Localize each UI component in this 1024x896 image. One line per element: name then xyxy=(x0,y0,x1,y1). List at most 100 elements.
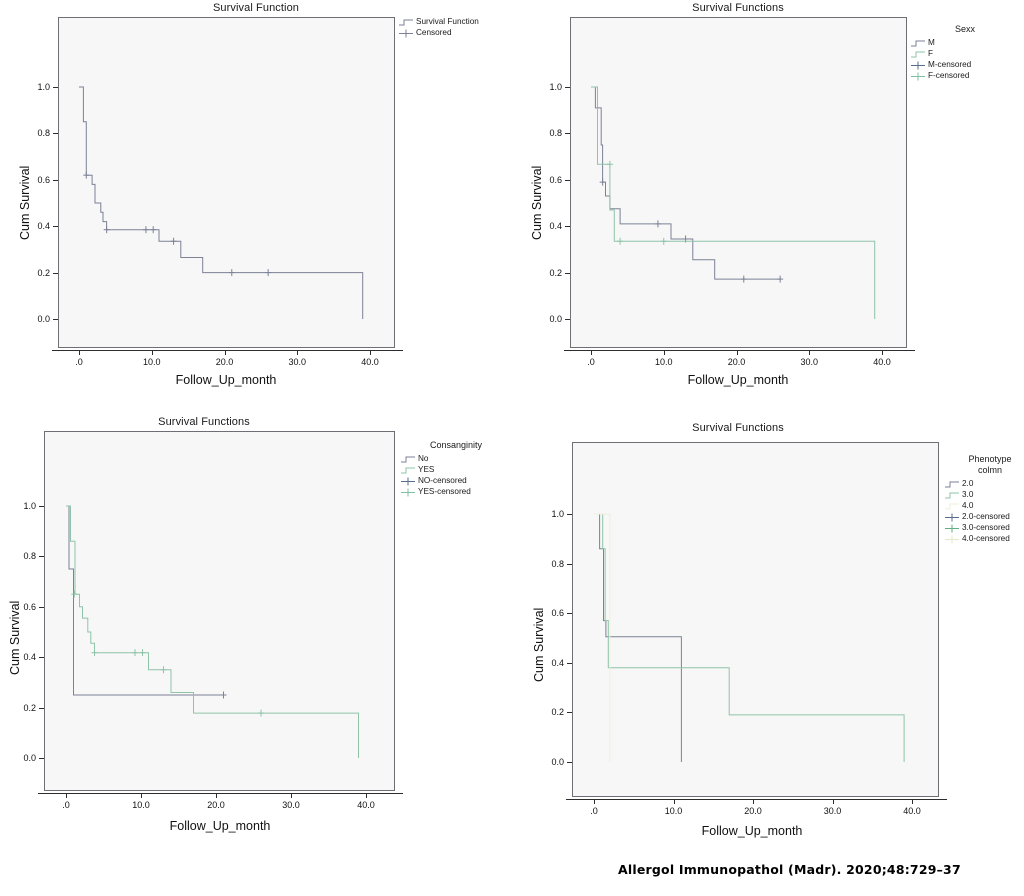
x-tick-mark xyxy=(366,793,367,798)
x-tick-mark xyxy=(370,350,371,355)
legend-censored-icon xyxy=(399,29,413,38)
legend-censored-icon xyxy=(945,524,959,533)
y-tick-label: 1.0 xyxy=(551,509,564,519)
legend-item[interactable]: M-censored xyxy=(910,60,1020,71)
y-tick-label: 0.8 xyxy=(37,128,50,139)
censored-marker xyxy=(220,691,227,699)
y-tick-label: 0.2 xyxy=(549,267,562,278)
x-tick-label: 10.0 xyxy=(142,357,161,367)
x-tick-label: 40.0 xyxy=(903,806,921,816)
x-tick-label: 10.0 xyxy=(654,357,673,367)
x-tick-mark xyxy=(737,350,738,355)
x-tick-mark xyxy=(291,793,292,798)
y-tick-mark xyxy=(567,712,572,713)
x-tick-mark xyxy=(297,350,298,355)
x-tick-mark xyxy=(591,350,592,355)
legend-item[interactable]: YES xyxy=(400,465,512,476)
survival-curves xyxy=(594,513,905,762)
legend-item[interactable]: 2.0 xyxy=(944,479,1024,490)
x-tick-label: 40.0 xyxy=(357,800,375,810)
legend-item[interactable]: F-censored xyxy=(910,71,1020,82)
legend-item[interactable]: YES-censored xyxy=(400,487,512,498)
y-tick-mark xyxy=(565,273,570,274)
y-tick-mark xyxy=(567,762,572,763)
legend-title: Sexx xyxy=(954,24,975,34)
x-tick-label: 30.0 xyxy=(288,357,307,367)
x-axis-line xyxy=(52,350,403,351)
x-tick-mark xyxy=(753,799,754,804)
panel-title: Survival Function xyxy=(212,2,300,14)
legend-censored-icon xyxy=(945,513,959,522)
y-tick-mark xyxy=(39,758,44,759)
panel-title: Survival Functions xyxy=(692,422,784,434)
legend: Phenotype colmn 2.0 3.0 4.0 2.0-censored 3.0-… xyxy=(944,454,1024,545)
x-tick-label: 40.0 xyxy=(361,357,379,367)
y-tick-label: 0.0 xyxy=(37,314,50,324)
panel-survival-by-sex: Survival Functions 0.0 0.2 0.4 0.6 0.8 1.0 .0 1… xyxy=(512,0,1024,400)
y-tick-label: 0.0 xyxy=(549,314,562,324)
x-tick-mark xyxy=(216,793,217,798)
legend-item-label: 3.0 xyxy=(962,489,974,499)
y-tick-label: 0.0 xyxy=(551,757,564,767)
censored-marker xyxy=(91,649,98,657)
legend-item[interactable]: 3.0 xyxy=(944,490,1024,501)
x-tick-label: 20.0 xyxy=(744,806,762,816)
survival-step-line xyxy=(591,86,876,319)
legend-item-label: Censored xyxy=(416,28,452,38)
legend-item[interactable]: 3.0-censored xyxy=(944,523,1024,534)
x-tick-label: 20.0 xyxy=(215,357,234,367)
legend-step-icon xyxy=(399,19,413,26)
panel-title: Survival Functions xyxy=(158,416,250,428)
y-tick-label: 0.6 xyxy=(549,174,562,185)
legend-item[interactable]: Censored xyxy=(398,28,479,39)
legend-censored-icon xyxy=(911,61,925,70)
y-tick-label: 0.8 xyxy=(23,551,36,562)
censored-marker xyxy=(660,237,667,245)
legend-item[interactable]: 2.0-censored xyxy=(944,512,1024,523)
censored-marker xyxy=(258,709,264,717)
x-axis-label: Follow_Up_month xyxy=(687,373,789,387)
y-tick-mark xyxy=(53,226,58,227)
x-tick-label: 20.0 xyxy=(727,357,746,367)
y-tick-mark xyxy=(53,87,58,88)
y-tick-label: 0.4 xyxy=(549,221,562,232)
legend: Consanginity No YES NO-censored YES-censored xyxy=(400,440,512,498)
y-tick-label: 1.0 xyxy=(549,82,562,92)
y-axis-label: Cum Survival xyxy=(18,165,32,240)
legend-item-label: 2.0-censored xyxy=(962,511,1010,521)
survival-step-line xyxy=(79,86,364,319)
legend-item[interactable]: 4.0-censored xyxy=(944,534,1024,545)
legend-item-label: No xyxy=(418,454,429,464)
y-axis-label: Cum Survival xyxy=(8,600,22,675)
y-tick-mark xyxy=(565,87,570,88)
y-tick-mark xyxy=(53,273,58,274)
legend-item[interactable]: 4.0 xyxy=(944,501,1024,512)
plot-area xyxy=(58,17,395,348)
legend-item[interactable]: M xyxy=(910,38,1020,49)
legend-censored-icon xyxy=(945,535,959,544)
legend-step-icon xyxy=(945,481,959,488)
x-tick-mark xyxy=(882,350,883,355)
y-tick-mark xyxy=(39,657,44,658)
legend-item[interactable]: NO-censored xyxy=(400,476,512,487)
survival-curves xyxy=(66,505,359,758)
survival-step-line xyxy=(66,505,359,758)
y-tick-mark xyxy=(565,226,570,227)
y-tick-mark xyxy=(53,319,58,320)
x-tick-label: 30.0 xyxy=(823,806,842,816)
censored-marker xyxy=(606,160,613,168)
y-tick-mark xyxy=(53,133,58,134)
y-tick-mark xyxy=(39,708,44,709)
legend: Survival Function Censored xyxy=(398,17,479,39)
legend-item-label: F xyxy=(928,49,934,59)
survival-curves xyxy=(79,86,364,319)
legend-step-icon xyxy=(945,503,959,510)
legend-item[interactable]: Survival Function xyxy=(398,17,479,28)
plot-area xyxy=(572,442,939,797)
y-tick-label: 1.0 xyxy=(23,501,36,511)
legend-item[interactable]: F xyxy=(910,49,1020,60)
y-tick-label: 0.6 xyxy=(23,601,36,612)
y-tick-mark xyxy=(565,319,570,320)
x-axis-label: Follow_Up_month xyxy=(701,824,803,838)
legend-item[interactable]: No xyxy=(400,454,512,465)
